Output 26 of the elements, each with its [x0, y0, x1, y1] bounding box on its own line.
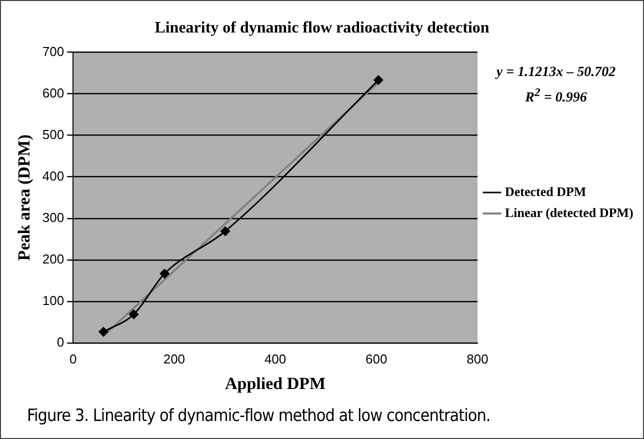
legend-label: Linear (detected DPM) — [505, 204, 634, 220]
y-axis-title: Peak area (DPM) — [14, 134, 34, 261]
point — [98, 327, 108, 337]
y-tick-label: 600 — [42, 85, 64, 100]
y-tick-label: 100 — [42, 293, 64, 308]
x-tick-label: 800 — [466, 351, 488, 366]
point — [129, 310, 138, 320]
x-tick-label: 400 — [264, 351, 286, 366]
caption: Figure 3. Linearity of dynamic-flow method at low concentration. — [27, 406, 490, 426]
text: R$^{2}$ = 0.996 — [524, 85, 588, 108]
y-tick-label: 0 — [56, 334, 64, 350]
y-tick-label: 500 — [42, 126, 64, 142]
x-tick-label: 200 — [163, 351, 186, 366]
legend-label: Detected DPM — [505, 184, 586, 199]
x-tick-label: 0 — [69, 351, 77, 366]
point — [220, 226, 230, 236]
point — [160, 268, 170, 278]
chart-title: Linearity of dynamic flow radioactivity detection — [154, 20, 490, 37]
x-tick-label: 600 — [366, 351, 388, 366]
text: y = 1.1213x – 50.702 — [494, 64, 617, 82]
x-axis-title: Applied DPM — [225, 374, 326, 394]
y-tick-label: 400 — [42, 168, 64, 184]
y-tick-label: 300 — [42, 210, 64, 225]
y-tick-label: 700 — [42, 44, 64, 59]
point — [374, 75, 384, 85]
y-tick-label: 200 — [42, 251, 64, 266]
